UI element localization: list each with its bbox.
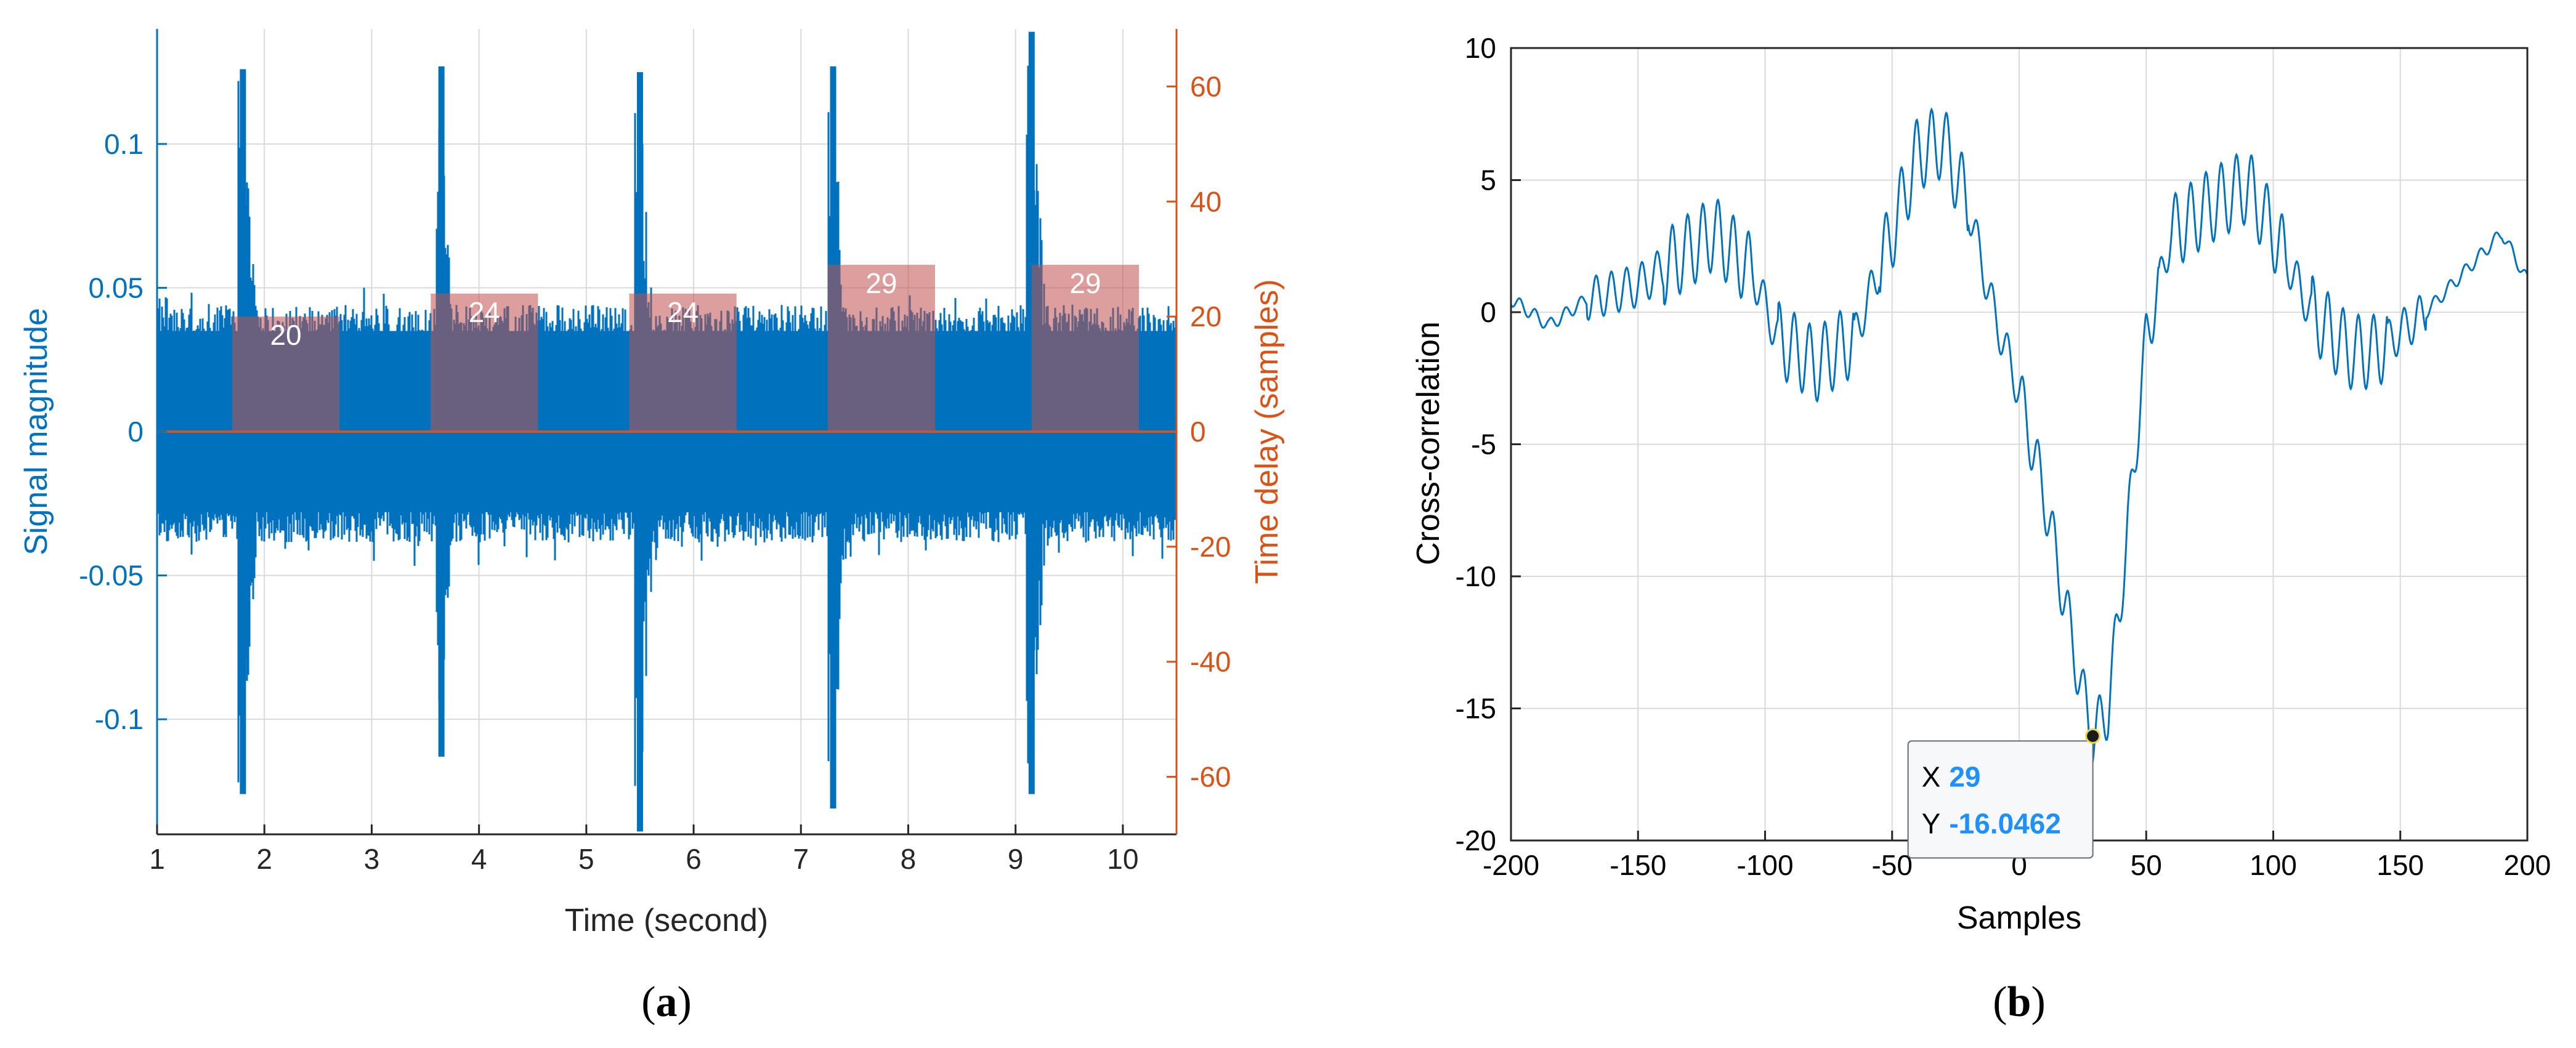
x-tick-label-a: 4	[471, 843, 487, 875]
y-tick-label-b: -15	[1456, 693, 1496, 725]
y-tick-label-a: 0.05	[88, 272, 144, 304]
x-tick-label-b: 200	[2504, 849, 2551, 881]
datatip[interactable]: X 29Y -16.0462	[1907, 728, 2101, 859]
y2-tick-label-a: 60	[1190, 70, 1221, 102]
y-tick-label-a: 0.1	[104, 128, 144, 160]
delay-bar	[827, 265, 936, 432]
y-tick-label-b: 0	[1480, 296, 1496, 328]
datatip-x-row: X 29	[1922, 760, 1981, 792]
y2-tick-label-a: -40	[1190, 646, 1231, 678]
delay-bar-label: 24	[667, 296, 699, 328]
datatip-x-value: 29	[1949, 760, 1980, 792]
y-axis-label-b: Cross-correlation	[1411, 321, 1446, 565]
datatip-y-label: Y	[1922, 807, 1941, 839]
x-tick-label-a: 10	[1107, 843, 1138, 875]
x-axis-label-a: Time (second)	[565, 903, 768, 938]
delay-bar	[232, 316, 340, 432]
delay-bar-label: 29	[1069, 267, 1101, 299]
y-tick-label-a: -0.1	[95, 703, 144, 735]
delay-bar	[1031, 265, 1140, 432]
delay-bar-label: 29	[865, 267, 897, 299]
y-tick-label-b: -10	[1456, 560, 1496, 592]
datatip-marker	[2085, 728, 2101, 744]
x-tick-label-b: -100	[1736, 849, 1793, 881]
x-tick-label-b: -200	[1483, 849, 1539, 881]
y-tick-label-a: -0.05	[79, 560, 144, 592]
x-tick-label-b: 100	[2250, 849, 2297, 881]
y2-tick-label-a: 40	[1190, 185, 1221, 217]
y-tick-label-b: -20	[1456, 824, 1496, 857]
tick-labels-a: 1 2 3 4 5 6 7 8 9 10 -0.1 -0.05 0 0.05 0.1 -60 -40 -20 0 20…	[79, 70, 1231, 875]
x-tick-label-b: -150	[1610, 849, 1666, 881]
x-tick-label-a: 9	[1008, 843, 1024, 875]
y-tick-label-a: 0	[128, 416, 144, 448]
tick-labels-b: -200 -150 -100 -50 0 50 100 150 200-20-15-10-505…	[1456, 32, 2551, 881]
caption-a-letter: a	[656, 978, 678, 1026]
datatip-y-row: Y -16.0462	[1922, 807, 2061, 839]
y-tick-label-b: 5	[1480, 164, 1496, 196]
x-tick-label-a: 8	[901, 843, 917, 875]
x-tick-label-a: 7	[793, 843, 809, 875]
caption-a: (a)	[641, 978, 692, 1026]
caption-b: (b)	[1993, 978, 2046, 1026]
caption-b-close: )	[2031, 978, 2045, 1026]
x-tick-label-a: 2	[256, 843, 272, 875]
y2-tick-label-a: -60	[1190, 761, 1231, 793]
delay-series: 20 24 24 29 29	[157, 265, 1177, 433]
y2-tick-label-a: 0	[1190, 416, 1206, 448]
datatip-box	[1907, 740, 2094, 859]
delay-bar-label: 20	[270, 319, 301, 351]
y-tick-label-b: -5	[1471, 429, 1496, 461]
x-tick-label-b: -50	[1872, 849, 1913, 881]
caption-b-letter: b	[2007, 978, 2031, 1026]
x-tick-label-a: 6	[686, 843, 702, 875]
y2-tick-label-a: -20	[1190, 531, 1231, 563]
y-axis-label-a: Signal magnitude	[18, 308, 54, 555]
caption-a-close: )	[678, 978, 692, 1026]
y2-axis-label-a: Time delay (samples)	[1249, 279, 1285, 584]
cross-correlation-trace	[1510, 107, 2529, 764]
panel-b-cross-correlation-chart: -200 -150 -100 -50 0 50 100 150 200-20-15-10-505…	[1411, 32, 2551, 1026]
y2-tick-label-a: 20	[1190, 300, 1221, 333]
caption-b-open: (	[1993, 978, 2007, 1026]
delay-bar	[629, 293, 737, 432]
delay-bar-label: 24	[469, 296, 500, 328]
caption-a-open: (	[641, 978, 655, 1026]
x-axis-label-b: Samples	[1957, 900, 2081, 936]
x-tick-label-b: 150	[2376, 849, 2424, 881]
y-tick-label-b: 10	[1465, 32, 1496, 64]
delay-bar	[431, 293, 538, 432]
x-tick-label-b: 50	[2131, 849, 2162, 881]
cross-correlation-series	[1510, 107, 2529, 764]
x-tick-label-a: 5	[578, 843, 594, 875]
datatip-y-value: -16.0462	[1949, 807, 2061, 839]
datatip-x-label: X	[1922, 760, 1941, 792]
x-tick-label-a: 1	[149, 843, 165, 875]
panel-a-time-delay-chart: 20 24 24 29 29 1 2 3 4 5 6 7 8 9 10 -0.1 -0.05 0 0.05 0.1 -…	[18, 29, 1285, 1026]
x-tick-label-a: 3	[364, 843, 380, 875]
